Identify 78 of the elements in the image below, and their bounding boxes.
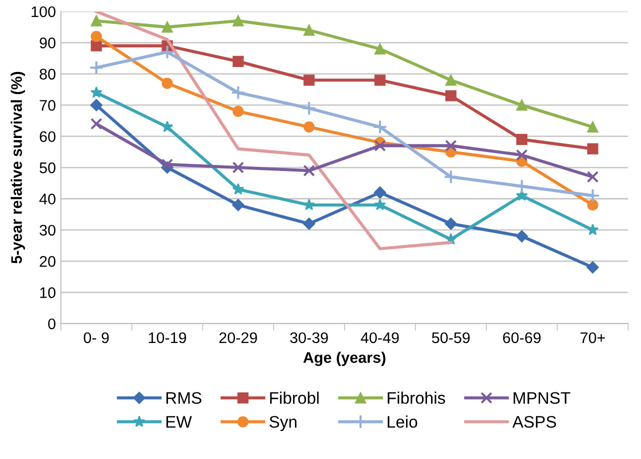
point xyxy=(445,90,456,102)
point xyxy=(90,40,102,52)
point xyxy=(232,198,244,212)
y-tick-label: 10 xyxy=(40,287,56,298)
point xyxy=(372,120,388,134)
point xyxy=(587,143,598,154)
point xyxy=(444,218,457,230)
point xyxy=(374,140,386,152)
x-tick-label: 70+ xyxy=(580,332,605,344)
legend-label: ASPS xyxy=(512,416,556,428)
point xyxy=(232,162,244,174)
point xyxy=(160,44,175,60)
point xyxy=(90,30,102,42)
point xyxy=(304,24,315,36)
point xyxy=(162,78,173,89)
point xyxy=(444,170,458,184)
point xyxy=(374,43,386,54)
point xyxy=(445,74,456,86)
legend-label: EW xyxy=(166,416,192,428)
point xyxy=(302,218,316,230)
point xyxy=(161,120,174,132)
x-tick-label: 10-19 xyxy=(148,332,186,344)
point xyxy=(444,140,457,152)
point xyxy=(586,170,599,183)
point xyxy=(90,15,102,26)
x-tick-label: 0- 9 xyxy=(84,332,109,344)
y-tick-label: 50 xyxy=(40,162,56,174)
point xyxy=(587,199,598,211)
x-tick-label: 20-29 xyxy=(219,332,257,344)
point xyxy=(232,56,244,67)
y-tick-label: 80 xyxy=(40,68,56,80)
point xyxy=(516,100,528,111)
legend-label: RMS xyxy=(166,392,202,404)
point xyxy=(586,261,599,274)
legend-label: Leio xyxy=(388,416,418,428)
point xyxy=(374,198,386,210)
point xyxy=(586,224,599,236)
point xyxy=(232,106,244,117)
y-tick-label: 40 xyxy=(39,194,56,204)
y-tick-label: 0 xyxy=(48,318,56,330)
point xyxy=(516,189,528,201)
y-tick-label: 90 xyxy=(40,38,56,48)
x-tick-label: 30-39 xyxy=(290,332,328,344)
point xyxy=(587,121,598,133)
y-tick-label: 100 xyxy=(32,6,56,18)
y-tick-label: 70 xyxy=(40,100,56,111)
point xyxy=(90,118,102,130)
y-tick-label: 60 xyxy=(40,131,56,142)
point xyxy=(89,60,104,75)
point xyxy=(374,74,386,86)
point xyxy=(90,99,102,112)
point xyxy=(374,186,386,199)
point xyxy=(302,100,316,116)
legend-label: Fibrobl xyxy=(270,392,319,404)
y-tick-label: 20 xyxy=(40,256,56,267)
point xyxy=(90,86,102,98)
legend-label: Syn xyxy=(270,416,296,432)
point xyxy=(516,230,528,242)
x-tick-label: 60-69 xyxy=(503,332,541,344)
point xyxy=(304,121,315,133)
legend-label: Fibrohis xyxy=(388,392,446,404)
point xyxy=(514,178,530,194)
point xyxy=(585,188,600,203)
point xyxy=(161,158,174,170)
y-tick-label: 30 xyxy=(40,224,56,236)
legend-label: MPNST xyxy=(514,392,570,404)
point xyxy=(516,149,528,161)
point xyxy=(232,15,244,26)
point xyxy=(303,164,315,177)
point xyxy=(162,22,173,33)
point xyxy=(516,134,528,145)
point xyxy=(304,74,315,86)
x-tick-label: 50-59 xyxy=(432,332,470,344)
x-tick-label: 40-49 xyxy=(360,332,399,344)
point xyxy=(230,85,246,100)
x-axis-title: Age (years) xyxy=(303,352,386,366)
point xyxy=(232,183,244,195)
y-axis-title: 5-year relative survival (%) xyxy=(10,72,25,264)
